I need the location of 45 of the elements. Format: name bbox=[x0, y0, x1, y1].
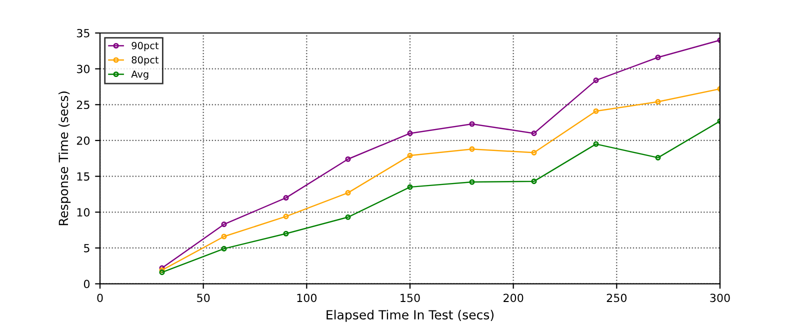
point bbox=[655, 99, 661, 105]
point bbox=[593, 78, 599, 84]
x-tick-label: 250 bbox=[606, 294, 627, 302]
point bbox=[345, 156, 351, 162]
y-axis-title: Response Time (secs) bbox=[58, 92, 71, 226]
y-tick-label: 10 bbox=[77, 208, 90, 217]
point bbox=[407, 152, 413, 158]
point bbox=[345, 214, 351, 220]
y-tick-label: 20 bbox=[76, 136, 90, 145]
point bbox=[407, 184, 413, 190]
y-tick-label: 30 bbox=[76, 64, 90, 74]
x-tick-label: 0 bbox=[97, 294, 103, 302]
point bbox=[531, 130, 537, 136]
point bbox=[283, 230, 289, 236]
legend-label: 90pct bbox=[132, 42, 159, 52]
point bbox=[469, 121, 475, 127]
point bbox=[469, 146, 475, 152]
point bbox=[655, 54, 661, 60]
legend-label: 80pct bbox=[132, 56, 159, 66]
x-tick-label: 100 bbox=[297, 294, 317, 302]
point bbox=[593, 108, 599, 114]
point bbox=[283, 214, 289, 220]
x-tick-label: 150 bbox=[400, 294, 420, 302]
legend-label: Avg bbox=[131, 70, 148, 80]
point bbox=[221, 246, 227, 252]
x-tick-label: 300 bbox=[710, 294, 730, 302]
point bbox=[159, 270, 165, 276]
y-tick-label: 35 bbox=[76, 28, 90, 38]
point bbox=[221, 222, 227, 228]
point bbox=[469, 179, 475, 185]
x-axis-title: Elapsed Time In Test (secs) bbox=[326, 310, 494, 322]
y-tick-label: 15 bbox=[77, 172, 90, 181]
point bbox=[345, 190, 351, 196]
point bbox=[407, 130, 413, 136]
point bbox=[283, 195, 289, 201]
point bbox=[655, 154, 661, 160]
point bbox=[221, 234, 227, 240]
x-tick-label: 50 bbox=[197, 294, 210, 302]
y-tick-label: 25 bbox=[76, 100, 90, 110]
y-tick-label: 5 bbox=[84, 244, 90, 252]
point bbox=[531, 178, 537, 184]
point bbox=[531, 150, 537, 156]
x-tick-label: 200 bbox=[504, 294, 524, 302]
point bbox=[593, 141, 599, 147]
y-tick-label: 0 bbox=[84, 280, 90, 288]
